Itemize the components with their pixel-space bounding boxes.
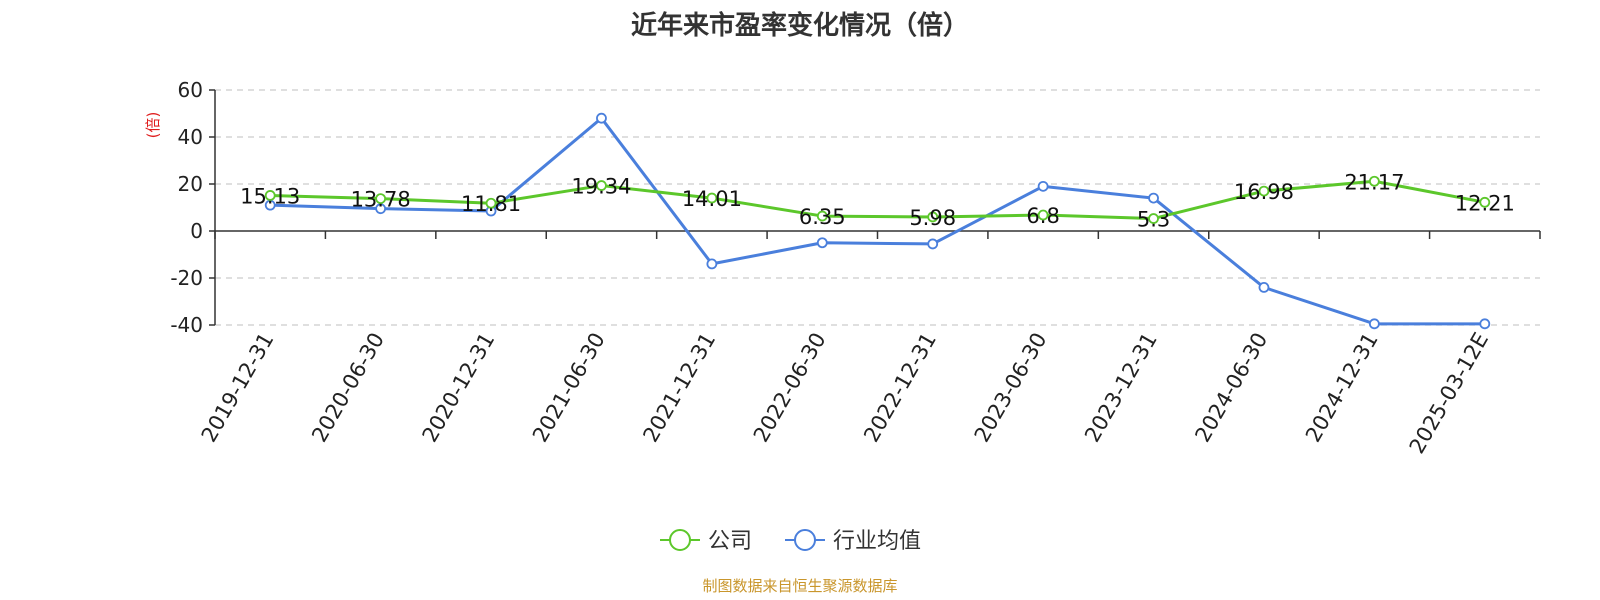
data-point [816,210,828,222]
data-point [706,192,718,204]
x-tick-label: 2021-06-30 [528,329,610,447]
data-label: 6.8 [1026,204,1059,228]
x-tick-label: 2024-12-31 [1301,329,1383,447]
data-point [1148,192,1159,204]
data-label: 21.17 [1344,170,1404,194]
data-point [1479,196,1491,208]
x-tick-label: 2020-06-30 [307,329,389,447]
series-line-company [270,179,1486,221]
data-point [1258,185,1270,197]
chart-title: 近年来市盈率变化情况（倍） [631,10,969,41]
data-source-note: 制图数据来自恒生聚源数据库 [702,577,897,595]
x-tick-label: 2019-12-31 [197,329,279,447]
data-label: 15.13 [240,184,300,208]
grid-lines [215,89,1540,326]
y-tick-label: 60 [178,78,203,102]
y-tick-label: -40 [170,313,203,337]
data-label: 5.3 [1137,208,1170,232]
data-point [375,193,387,205]
legend-marker [794,529,816,551]
data-point [485,197,497,209]
data-point [375,203,387,215]
data-point [1148,213,1159,224]
series-line-industry-average [270,116,1485,326]
data-point [1368,318,1380,330]
data-point [1368,175,1380,187]
data-point [927,211,939,223]
legend: 公司 行业均值 [660,529,921,554]
y-tick-label: 20 [178,172,203,196]
data-label: 6.35 [799,205,846,229]
y-tick-label: 40 [178,125,203,149]
data-label: 19.34 [571,175,631,199]
y-tick-label: -20 [170,266,203,290]
data-label: 14.01 [682,187,742,211]
x-tick-label: 2024-06-30 [1190,329,1272,447]
x-tick-label: 2020-12-31 [418,328,500,446]
data-label: 5.98 [909,206,956,230]
legend-label: 公司 [708,529,752,554]
y-tick-label: 0 [190,219,203,243]
data-point [1258,281,1270,293]
data-label: 16.98 [1234,180,1294,204]
data-point [706,258,718,270]
legend-marker [669,529,691,551]
data-point [596,180,607,191]
data-label: 12.21 [1455,191,1515,215]
data-label: 11.81 [461,192,521,216]
x-tick-label: 2022-06-30 [749,329,831,447]
series-lines [264,112,1491,330]
x-tick-label: 2023-06-30 [970,329,1052,447]
data-label: 13.78 [351,188,411,212]
x-tick-label: 2023-12-31 [1080,329,1162,447]
legend-label: 行业均值 [833,529,921,554]
data-point [816,237,828,249]
data-point [927,238,939,250]
data-point [264,190,276,201]
data-point [1037,209,1049,221]
data-point [1037,180,1049,192]
data-labels: 15.13 13.78 11.81 19.34 14.01 6.35 5.98 6.8 5.3 1… [240,170,1515,231]
x-tick-label: 2021-12-31 [638,329,720,447]
x-tick-label: 2022-12-31 [859,328,941,446]
x-tick-label: 2025-03-12E [1405,329,1493,458]
y-axis-unit-label: (倍) [144,112,162,139]
data-point [596,112,607,124]
data-point [1479,318,1491,330]
